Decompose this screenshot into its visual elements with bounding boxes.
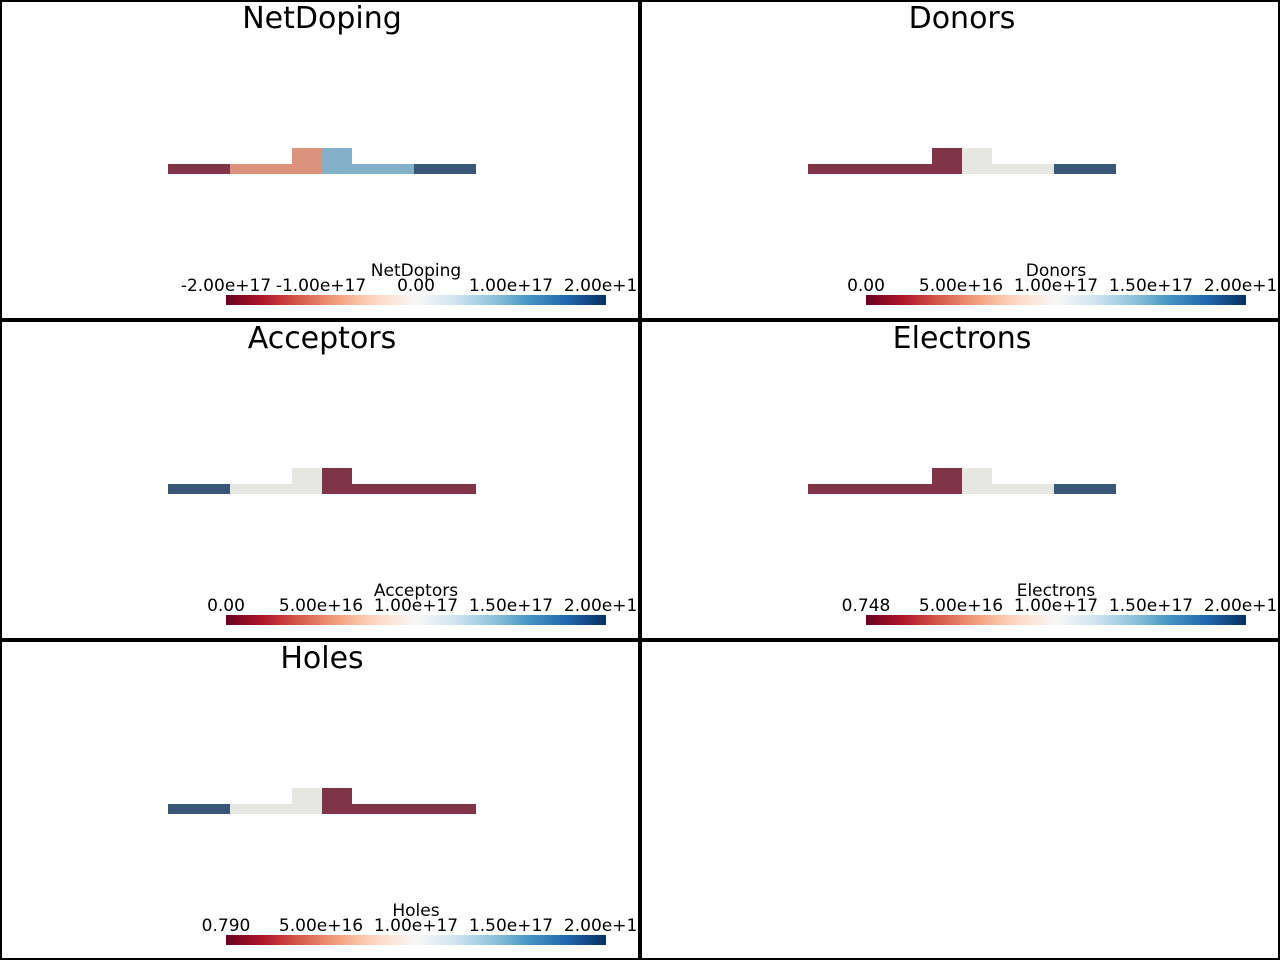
colorbar-tick-label: 1.50e+17 (469, 596, 553, 616)
colorbar-tick-label: 5.00e+16 (919, 276, 1003, 296)
colorbar-tick-label: 2.00e+17 (564, 596, 640, 616)
device-region-1 (870, 164, 932, 174)
colorbar (226, 615, 606, 625)
device-region-1 (870, 484, 932, 494)
colorbar-tick-label: 2.00e+17 (564, 916, 640, 936)
chart-title: Donors (908, 1, 1016, 36)
colorbar-title: Acceptors (374, 581, 458, 601)
panel-holes: Holes Holes 0.790 5.00e+16 1.00e+17 1.50e+17… (0, 640, 640, 960)
device-region-0 (168, 164, 230, 174)
colorbar (866, 295, 1246, 305)
device-region-5 (1054, 164, 1116, 174)
colorbar-tick-label: 1.00e+17 (469, 276, 553, 296)
colorbar-tick-label: 2.00e+17 (564, 276, 640, 296)
colorbar-tick-label: 5.00e+16 (279, 916, 363, 936)
colorbar-title: Electrons (1017, 581, 1096, 601)
colorbar (226, 935, 606, 945)
device-region-2 (292, 148, 322, 174)
device-region-4 (992, 484, 1054, 494)
colorbar-tick-label: 0.790 (202, 916, 251, 936)
colorbar-tick-label: 1.50e+17 (1109, 596, 1193, 616)
device-region-4 (352, 484, 414, 494)
device-region-4 (352, 804, 414, 814)
device-region-3 (322, 468, 352, 494)
device-region-5 (414, 164, 476, 174)
colorbar-tick-label: -1.00e+17 (276, 276, 366, 296)
panel-empty (640, 640, 1280, 960)
colorbar-tick-label: 5.00e+16 (919, 596, 1003, 616)
device-region-3 (322, 148, 352, 174)
plot-svg: Electrons 0.748 5.00e+16 1.00e+17 1.50e+17 2.… (808, 468, 1280, 625)
panel-acceptors: Acceptors Acceptors 0.00 5.00e+16 1.00e+17 1… (0, 320, 640, 640)
device-region-2 (292, 468, 322, 494)
colorbar-tick-label: 1.00e+17 (374, 596, 458, 616)
device-region-4 (352, 164, 414, 174)
colorbar-tick-label: 1.00e+17 (1014, 596, 1098, 616)
plot-svg: Donors 0.00 5.00e+16 1.00e+17 1.50e+17 2.00e+… (808, 148, 1280, 305)
chart-title: NetDoping (242, 1, 402, 36)
colorbar-tick-label: 2.00e+17 (1204, 596, 1280, 616)
device-region-1 (230, 804, 292, 814)
device-region-3 (322, 788, 352, 814)
panel-netdoping: NetDoping NetDoping -2.00e+17 -1.00e+17 0.0… (0, 0, 640, 320)
device-region-2 (292, 788, 322, 814)
plot-svg: Acceptors 0.00 5.00e+16 1.00e+17 1.50e+17 2.0… (168, 468, 640, 625)
colorbar-tick-label: 1.50e+17 (1109, 276, 1193, 296)
colorbar-tick-label: 0.00 (847, 276, 885, 296)
panel-electrons: Electrons Electrons 0.748 5.00e+16 1.00e+17… (640, 320, 1280, 640)
chart-title: Acceptors (247, 321, 397, 356)
device-region-5 (1054, 484, 1116, 494)
device-region-5 (414, 484, 476, 494)
device-region-4 (992, 164, 1054, 174)
colorbar-tick-label: 1.50e+17 (469, 916, 553, 936)
device-region-1 (230, 164, 292, 174)
colorbar-tick-label: 1.00e+17 (1014, 276, 1098, 296)
panel-donors: Donors Donors 0.00 5.00e+16 1.00e+17 1.50e+1… (640, 0, 1280, 320)
device-region-0 (808, 164, 870, 174)
colorbar (866, 615, 1246, 625)
device-region-0 (168, 484, 230, 494)
colorbar-tick-label: 0.748 (842, 596, 891, 616)
device-region-1 (230, 484, 292, 494)
colorbar-title: NetDoping (371, 261, 461, 281)
device-region-2 (932, 468, 962, 494)
colorbar-tick-label: 0.00 (207, 596, 245, 616)
device-region-2 (932, 148, 962, 174)
colorbar-title: Donors (1026, 261, 1087, 281)
device-region-0 (808, 484, 870, 494)
colorbar-tick-label: 5.00e+16 (279, 596, 363, 616)
chart-title: Electrons (892, 321, 1032, 356)
colorbar-tick-label: 0.00 (397, 276, 435, 296)
colorbar-tick-label: 2.00e+17 (1204, 276, 1280, 296)
device-region-5 (414, 804, 476, 814)
chart-title: Holes (280, 641, 364, 676)
colorbar-title: Holes (392, 901, 439, 921)
device-region-0 (168, 804, 230, 814)
plot-svg: NetDoping -2.00e+17 -1.00e+17 0.00 1.00e+17 2… (168, 148, 640, 305)
colorbar (226, 295, 606, 305)
device-region-3 (962, 468, 992, 494)
colorbar-tick-label: -2.00e+17 (181, 276, 271, 296)
plot-svg: Holes 0.790 5.00e+16 1.00e+17 1.50e+17 2.00e+… (168, 788, 640, 945)
device-region-3 (962, 148, 992, 174)
colorbar-tick-label: 1.00e+17 (374, 916, 458, 936)
